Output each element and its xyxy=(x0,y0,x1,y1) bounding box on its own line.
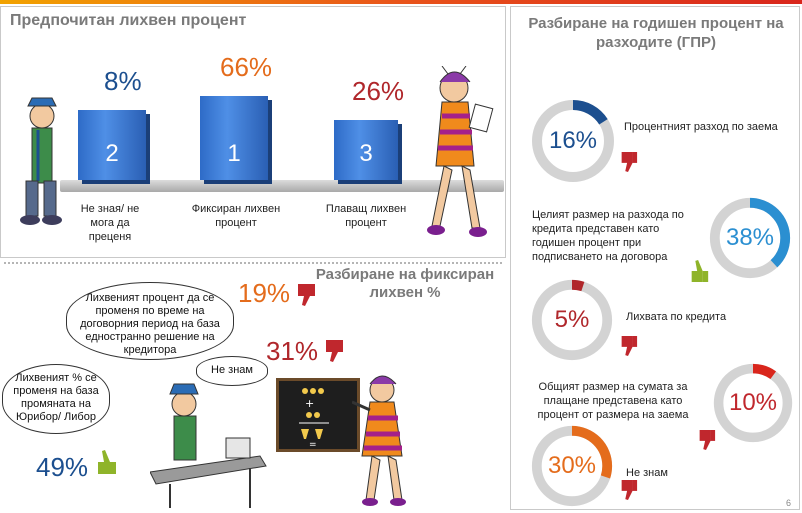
apr-label-4: Общият размер на сумата за плащане предс… xyxy=(537,381,689,421)
thumb-down-icon xyxy=(621,480,638,500)
thumb-up-icon xyxy=(98,450,116,474)
donut-segment xyxy=(531,279,613,361)
apr-donut-3: 5% xyxy=(528,276,616,364)
apr-donut-4-pct: 10% xyxy=(728,389,778,416)
bar-rank-3: 3 xyxy=(359,140,373,167)
fixed-rate-title-text: Разбиране на фиксиран лихвен % xyxy=(315,266,495,301)
thumb-down-icon xyxy=(699,430,716,450)
donut-segment xyxy=(531,425,613,507)
teacher-character-illustration xyxy=(352,375,406,506)
apr-label-1: Процентният разход по заема xyxy=(624,121,778,133)
apr-donut-1-ring xyxy=(532,100,614,182)
bar-label-2: Не зная/ не мога да преценя xyxy=(80,203,140,243)
fixed-rate-title: Разбиране на фиксиран лихвен % xyxy=(300,266,510,302)
cloud-euribor-pct: 49% xyxy=(36,452,89,482)
apr-donut-5-ring xyxy=(531,425,613,507)
page-number: 6 xyxy=(786,498,792,508)
bar-rank-2: 2 xyxy=(105,140,119,167)
apr-donut-4: 10% xyxy=(710,360,796,446)
left-divider xyxy=(4,262,502,264)
apr-donut-5-pct: 30% xyxy=(547,452,597,479)
apr-title-text: Разбиране на годишен процент на разходит… xyxy=(528,15,784,51)
podium-base xyxy=(60,180,504,192)
apr-label-3: Лихвата по кредита xyxy=(626,311,727,323)
bar-label-3: Плаващ лихвен процент xyxy=(325,203,407,229)
apr-donut-2-ring xyxy=(709,197,791,279)
bar-label-1: Фиксиран лихвен процент xyxy=(191,203,281,229)
chalkboard: + = xyxy=(276,378,360,452)
apr-donut-5: 30% xyxy=(528,422,616,510)
apr-panel xyxy=(510,6,800,510)
apr-donut-3-pct: 5% xyxy=(554,306,590,333)
student-character-illustration xyxy=(150,383,267,508)
bar-pct-1: 66% xyxy=(220,52,273,82)
top-accent-bar xyxy=(0,0,802,4)
bar-third: 3 xyxy=(334,120,398,180)
bar-pct-3: 26% xyxy=(352,76,405,106)
thumb-down-icon xyxy=(621,336,638,356)
svg-text:=: = xyxy=(309,440,317,449)
bar-rank-1: 1 xyxy=(227,140,241,167)
bar-second: 2 xyxy=(78,110,146,180)
apr-donut-2: 38% xyxy=(706,194,794,282)
apr-donut-1-pct: 16% xyxy=(548,127,598,154)
cloud-dont-know-pct: 31% xyxy=(266,336,319,366)
svg-text:+: + xyxy=(305,397,314,410)
apr-donut-2-pct: 38% xyxy=(725,224,775,251)
chalkboard-sums-icon: + = xyxy=(299,388,329,450)
bar-pct-2: 8% xyxy=(104,66,142,96)
thumb-down-icon xyxy=(298,284,315,306)
apr-title: Разбиране на годишен процент на разходит… xyxy=(518,14,794,52)
donut-segment xyxy=(709,197,791,279)
thought-cloud-unilateral: Лихвеният процент да се променя по време… xyxy=(66,282,234,360)
woman-character-illustration xyxy=(427,66,494,237)
apr-donut-3-ring xyxy=(531,279,613,361)
donut-segment xyxy=(713,363,793,443)
cloud-unilateral-pct: 19% xyxy=(238,278,291,308)
apr-donut-4-ring xyxy=(713,363,793,443)
thumb-up-icon xyxy=(691,260,709,282)
thought-cloud-euribor: Лихвеният % се променя на база промяната… xyxy=(2,364,110,434)
thought-cloud-dont-know: Не знам xyxy=(196,356,268,386)
man-character-illustration xyxy=(20,97,62,225)
apr-label-5: Не знам xyxy=(626,467,668,479)
preferred-rate-title: Предпочитан лихвен процент xyxy=(10,12,247,29)
thumb-down-icon xyxy=(621,152,638,172)
donut-segment xyxy=(532,100,614,182)
apr-donut-1: 16% xyxy=(528,96,618,186)
bar-first: 1 xyxy=(200,96,268,180)
apr-label-2: Целият размер на разхода по кредита пред… xyxy=(532,209,684,263)
thumb-down-icon xyxy=(326,340,343,362)
